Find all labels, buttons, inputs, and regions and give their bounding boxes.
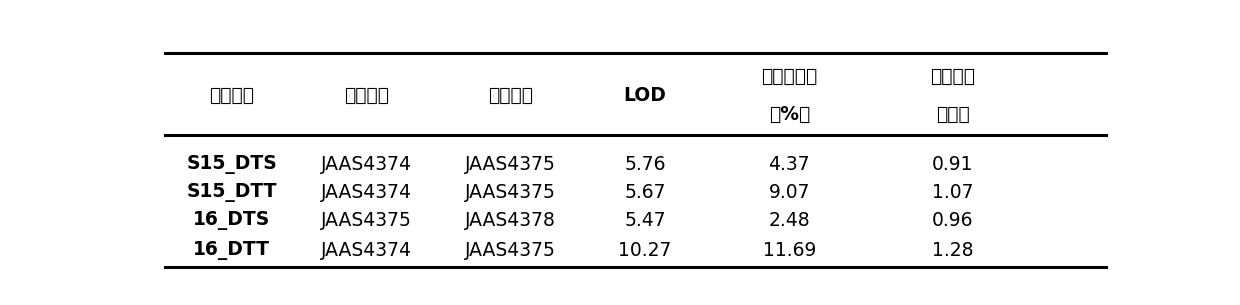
Text: 2.48: 2.48 [769, 211, 810, 231]
Text: S15_DTS: S15_DTS [186, 155, 278, 174]
Text: 5.67: 5.67 [625, 183, 666, 202]
Text: 性状名称: 性状名称 [210, 86, 254, 105]
Text: 1.07: 1.07 [932, 183, 973, 202]
Text: 表型贡献率: 表型贡献率 [761, 67, 817, 86]
Text: JAAS4374: JAAS4374 [321, 241, 412, 260]
Text: JAAS4375: JAAS4375 [465, 241, 556, 260]
Text: 0.96: 0.96 [932, 211, 973, 231]
Text: 16_DTS: 16_DTS [193, 211, 270, 231]
Text: JAAS4374: JAAS4374 [321, 183, 412, 202]
Text: 右侧标记: 右侧标记 [489, 86, 533, 105]
Text: 9.07: 9.07 [769, 183, 810, 202]
Text: S15_DTT: S15_DTT [187, 183, 277, 202]
Text: JAAS4375: JAAS4375 [321, 211, 412, 231]
Text: JAAS4375: JAAS4375 [465, 155, 556, 174]
Text: 加性效应: 加性效应 [930, 67, 975, 86]
Text: JAAS4378: JAAS4378 [465, 211, 556, 231]
Text: 左侧标记: 左侧标记 [343, 86, 389, 105]
Text: 11.69: 11.69 [763, 241, 816, 260]
Text: 10.27: 10.27 [619, 241, 672, 260]
Text: JAAS4374: JAAS4374 [321, 155, 412, 174]
Text: （%）: （%） [769, 105, 810, 124]
Text: 4.37: 4.37 [769, 155, 810, 174]
Text: 1.28: 1.28 [932, 241, 973, 260]
Text: 5.47: 5.47 [624, 211, 666, 231]
Text: 0.91: 0.91 [932, 155, 973, 174]
Text: 5.76: 5.76 [625, 155, 666, 174]
Text: （天）: （天） [936, 105, 970, 124]
Text: LOD: LOD [624, 86, 667, 105]
Text: 16_DTT: 16_DTT [193, 241, 270, 260]
Text: JAAS4375: JAAS4375 [465, 183, 556, 202]
